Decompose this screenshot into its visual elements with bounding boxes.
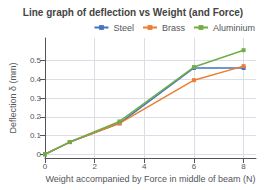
svg-text:0: 0 xyxy=(43,162,48,171)
svg-text:6: 6 xyxy=(192,162,197,171)
svg-text:Deflection δ (mm): Deflection δ (mm) xyxy=(8,62,18,133)
svg-text:Steel: Steel xyxy=(113,23,134,33)
svg-text:0.1: 0.1 xyxy=(30,131,42,140)
svg-text:0.5: 0.5 xyxy=(30,56,42,65)
svg-text:0.2: 0.2 xyxy=(30,112,42,121)
svg-text:0: 0 xyxy=(37,150,42,159)
svg-text:4: 4 xyxy=(142,162,147,171)
svg-text:0.3: 0.3 xyxy=(30,94,42,103)
svg-text:Weight accompanied by Force in: Weight accompanied by Force in middle of… xyxy=(46,174,256,184)
svg-text:Line graph of deflection vs We: Line graph of deflection vs Weight (and … xyxy=(23,7,243,18)
svg-text:0.4: 0.4 xyxy=(30,75,42,84)
svg-text:8: 8 xyxy=(241,162,246,171)
svg-text:2: 2 xyxy=(92,162,97,171)
svg-text:Aluminium: Aluminium xyxy=(213,23,255,33)
svg-text:Brass: Brass xyxy=(162,23,186,33)
